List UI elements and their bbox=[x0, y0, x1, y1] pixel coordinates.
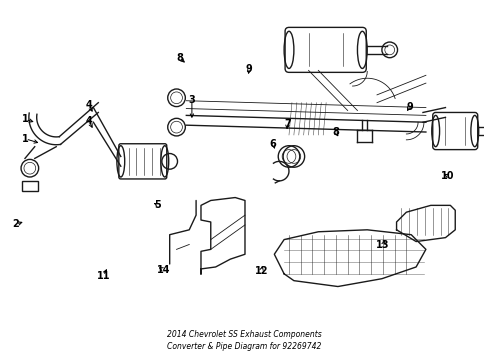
Text: 6: 6 bbox=[269, 139, 276, 149]
Text: 1: 1 bbox=[22, 114, 29, 125]
Polygon shape bbox=[396, 205, 454, 242]
Bar bbox=[22, 181, 38, 191]
Text: 11: 11 bbox=[97, 271, 110, 281]
Text: 9: 9 bbox=[245, 64, 252, 75]
Text: 4: 4 bbox=[85, 116, 92, 126]
FancyBboxPatch shape bbox=[285, 27, 366, 72]
Text: 7: 7 bbox=[284, 119, 290, 129]
Text: 2: 2 bbox=[13, 219, 19, 229]
Text: 3: 3 bbox=[188, 95, 195, 105]
Text: 8: 8 bbox=[331, 127, 338, 138]
Text: 13: 13 bbox=[376, 240, 389, 250]
Text: 12: 12 bbox=[254, 266, 267, 276]
Text: 14: 14 bbox=[156, 265, 170, 275]
Text: 2014 Chevrolet SS Exhaust Components
Converter & Pipe Diagram for 92269742: 2014 Chevrolet SS Exhaust Components Con… bbox=[167, 330, 321, 351]
FancyBboxPatch shape bbox=[119, 144, 166, 179]
Text: 1: 1 bbox=[22, 134, 29, 144]
Polygon shape bbox=[274, 230, 425, 287]
FancyBboxPatch shape bbox=[432, 112, 477, 150]
Text: 4: 4 bbox=[85, 100, 92, 110]
Text: 8: 8 bbox=[176, 53, 183, 63]
Text: 5: 5 bbox=[154, 200, 161, 210]
Text: 10: 10 bbox=[440, 171, 453, 181]
Text: 9: 9 bbox=[405, 102, 412, 112]
